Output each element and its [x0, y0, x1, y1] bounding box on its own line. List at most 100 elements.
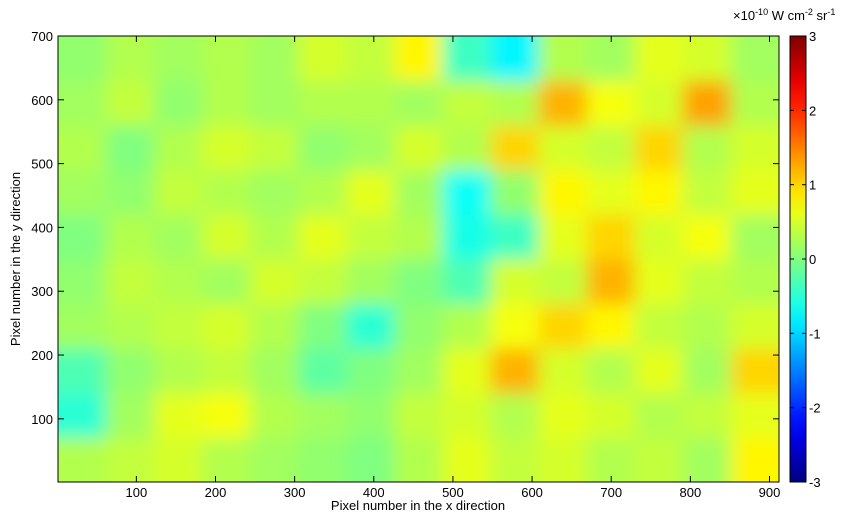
heatmap-cell	[682, 169, 732, 215]
heatmap-cell	[394, 437, 444, 482]
y-tick-label: 400	[31, 220, 53, 235]
heatmap-cell	[58, 80, 107, 126]
heatmap-cell	[106, 80, 155, 126]
y-axis-label: Pixel number in the y direction	[8, 172, 23, 346]
heatmap-cell	[202, 348, 251, 394]
colorbar-tick-label: 3	[809, 29, 816, 44]
heatmap-cell	[490, 259, 540, 305]
x-tick-label: 800	[680, 485, 702, 500]
y-tick-label: 500	[31, 157, 53, 172]
heatmap-cell	[298, 125, 347, 171]
heatmap-cell	[58, 303, 107, 349]
heatmap-cell	[298, 348, 347, 394]
x-tick-label: 100	[126, 485, 148, 500]
heatmap-cell	[346, 36, 395, 82]
heatmap-cell	[298, 214, 347, 260]
label-part: W cm	[768, 8, 805, 23]
x-tick-label: 900	[759, 485, 781, 500]
heatmap-cell	[58, 259, 107, 305]
plot-frame	[57, 35, 780, 483]
heatmap-cell	[634, 80, 684, 126]
heatmap-cell	[154, 392, 203, 438]
heatmap-cell	[106, 36, 155, 82]
heatmap-cell	[730, 348, 779, 394]
heatmap-cell	[250, 303, 299, 349]
heatmap-cell	[490, 214, 540, 260]
heatmap-cell	[250, 437, 299, 482]
heatmap-cell	[730, 169, 779, 215]
y-tick-label: 100	[31, 412, 53, 427]
colorbar-tick-label: -2	[809, 401, 821, 416]
heatmap-cell	[442, 169, 492, 215]
heatmap-cell	[442, 36, 492, 82]
heatmap-cell	[250, 348, 299, 394]
heatmap-cell	[58, 392, 107, 438]
heatmap-cell	[634, 259, 684, 305]
heatmap-cell	[106, 348, 155, 394]
heatmap-cell	[730, 36, 779, 82]
heatmap-cell	[586, 169, 636, 215]
heatmap-cell	[490, 392, 540, 438]
heatmap-cell	[394, 125, 444, 171]
heatmap-cell	[106, 437, 155, 482]
heatmap-cell	[730, 392, 779, 438]
heatmap-cell	[634, 36, 684, 82]
heatmap-cell	[106, 125, 155, 171]
heatmap-cell	[298, 80, 347, 126]
colorbar-tick-label: -1	[809, 326, 821, 341]
colorbar-tick-label: 2	[809, 103, 816, 118]
x-tick-label: 500	[442, 485, 464, 500]
heatmap-cell	[250, 125, 299, 171]
heatmap-cell	[442, 80, 492, 126]
heatmap-cell	[58, 437, 107, 482]
y-tick-label: 700	[31, 29, 53, 44]
heatmap-cell	[682, 36, 732, 82]
heatmap-cell	[202, 259, 251, 305]
heatmap-cell	[682, 303, 732, 349]
heatmap-cell	[106, 214, 155, 260]
heatmap-cell	[538, 169, 588, 215]
heatmap-cell	[490, 36, 540, 82]
heatmap-cell	[634, 392, 684, 438]
heatmap-cell	[154, 348, 203, 394]
heatmap-cell	[394, 36, 444, 82]
heatmap-cell	[202, 169, 251, 215]
heatmap-cell	[730, 303, 779, 349]
heatmap-cell	[154, 169, 203, 215]
heatmap-cell	[394, 80, 444, 126]
x-tick-label: 200	[205, 485, 227, 500]
heatmap-cell	[346, 437, 395, 482]
heatmap-cell	[394, 348, 444, 394]
heatmap-cell	[538, 348, 588, 394]
x-tick-label: 400	[363, 485, 385, 500]
heatmap-cell	[538, 392, 588, 438]
superscript: -10	[755, 7, 768, 17]
colorbar-label: ×10-10 W cm-2 sr-1	[733, 7, 835, 23]
heatmap-cell	[586, 437, 636, 482]
heatmap-cell	[250, 36, 299, 82]
heatmap-cell	[154, 214, 203, 260]
colorbar-tick-label: -3	[809, 475, 821, 490]
heatmap-cell	[298, 36, 347, 82]
heatmap-cell	[682, 214, 732, 260]
heatmap-cell	[154, 36, 203, 82]
heatmap-cell	[394, 214, 444, 260]
heatmap-cell	[586, 125, 636, 171]
heatmap-cell	[106, 169, 155, 215]
heatmap-cell	[58, 214, 107, 260]
heatmap-cell	[634, 169, 684, 215]
heatmap-cell	[634, 348, 684, 394]
heatmap-cell	[538, 125, 588, 171]
heatmap-cell	[490, 125, 540, 171]
heatmap-cell	[202, 125, 251, 171]
heatmap-cell	[106, 392, 155, 438]
heatmap-cell	[730, 80, 779, 126]
heatmap-cell	[586, 214, 636, 260]
heatmap-cell	[490, 303, 540, 349]
heatmap-cell	[250, 80, 299, 126]
heatmap-cell	[586, 36, 636, 82]
heatmap	[58, 36, 779, 482]
heatmap-cell	[250, 169, 299, 215]
heatmap-cell	[202, 437, 251, 482]
heatmap-cell	[730, 214, 779, 260]
